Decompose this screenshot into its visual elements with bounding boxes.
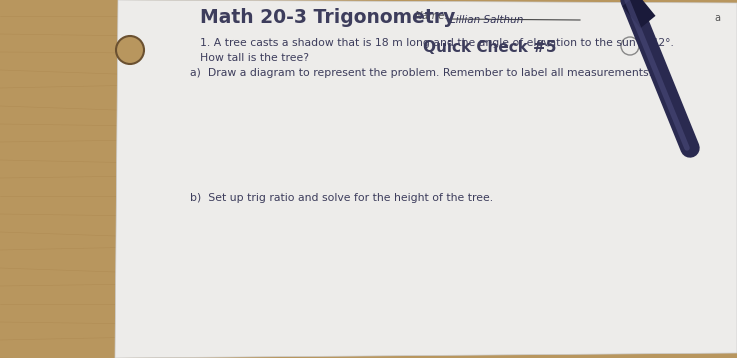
Circle shape	[116, 36, 144, 64]
Polygon shape	[115, 0, 737, 358]
Text: How tall is the tree?: How tall is the tree?	[200, 53, 309, 63]
Text: a: a	[714, 13, 720, 23]
Text: Math 20-3 Trigonometry: Math 20-3 Trigonometry	[200, 8, 455, 27]
Text: a)  Draw a diagram to represent the problem. Remember to label all measurements.: a) Draw a diagram to represent the probl…	[190, 68, 652, 78]
Text: Lillian Salthun: Lillian Salthun	[450, 15, 523, 25]
Text: Quick Check #5: Quick Check #5	[423, 40, 556, 55]
Text: Name:: Name:	[415, 11, 449, 21]
Text: b)  Set up trig ratio and solve for the height of the tree.: b) Set up trig ratio and solve for the h…	[190, 193, 493, 203]
Text: 1. A tree casts a shadow that is 18 m long and the angle of elevation to the sun: 1. A tree casts a shadow that is 18 m lo…	[200, 38, 674, 48]
